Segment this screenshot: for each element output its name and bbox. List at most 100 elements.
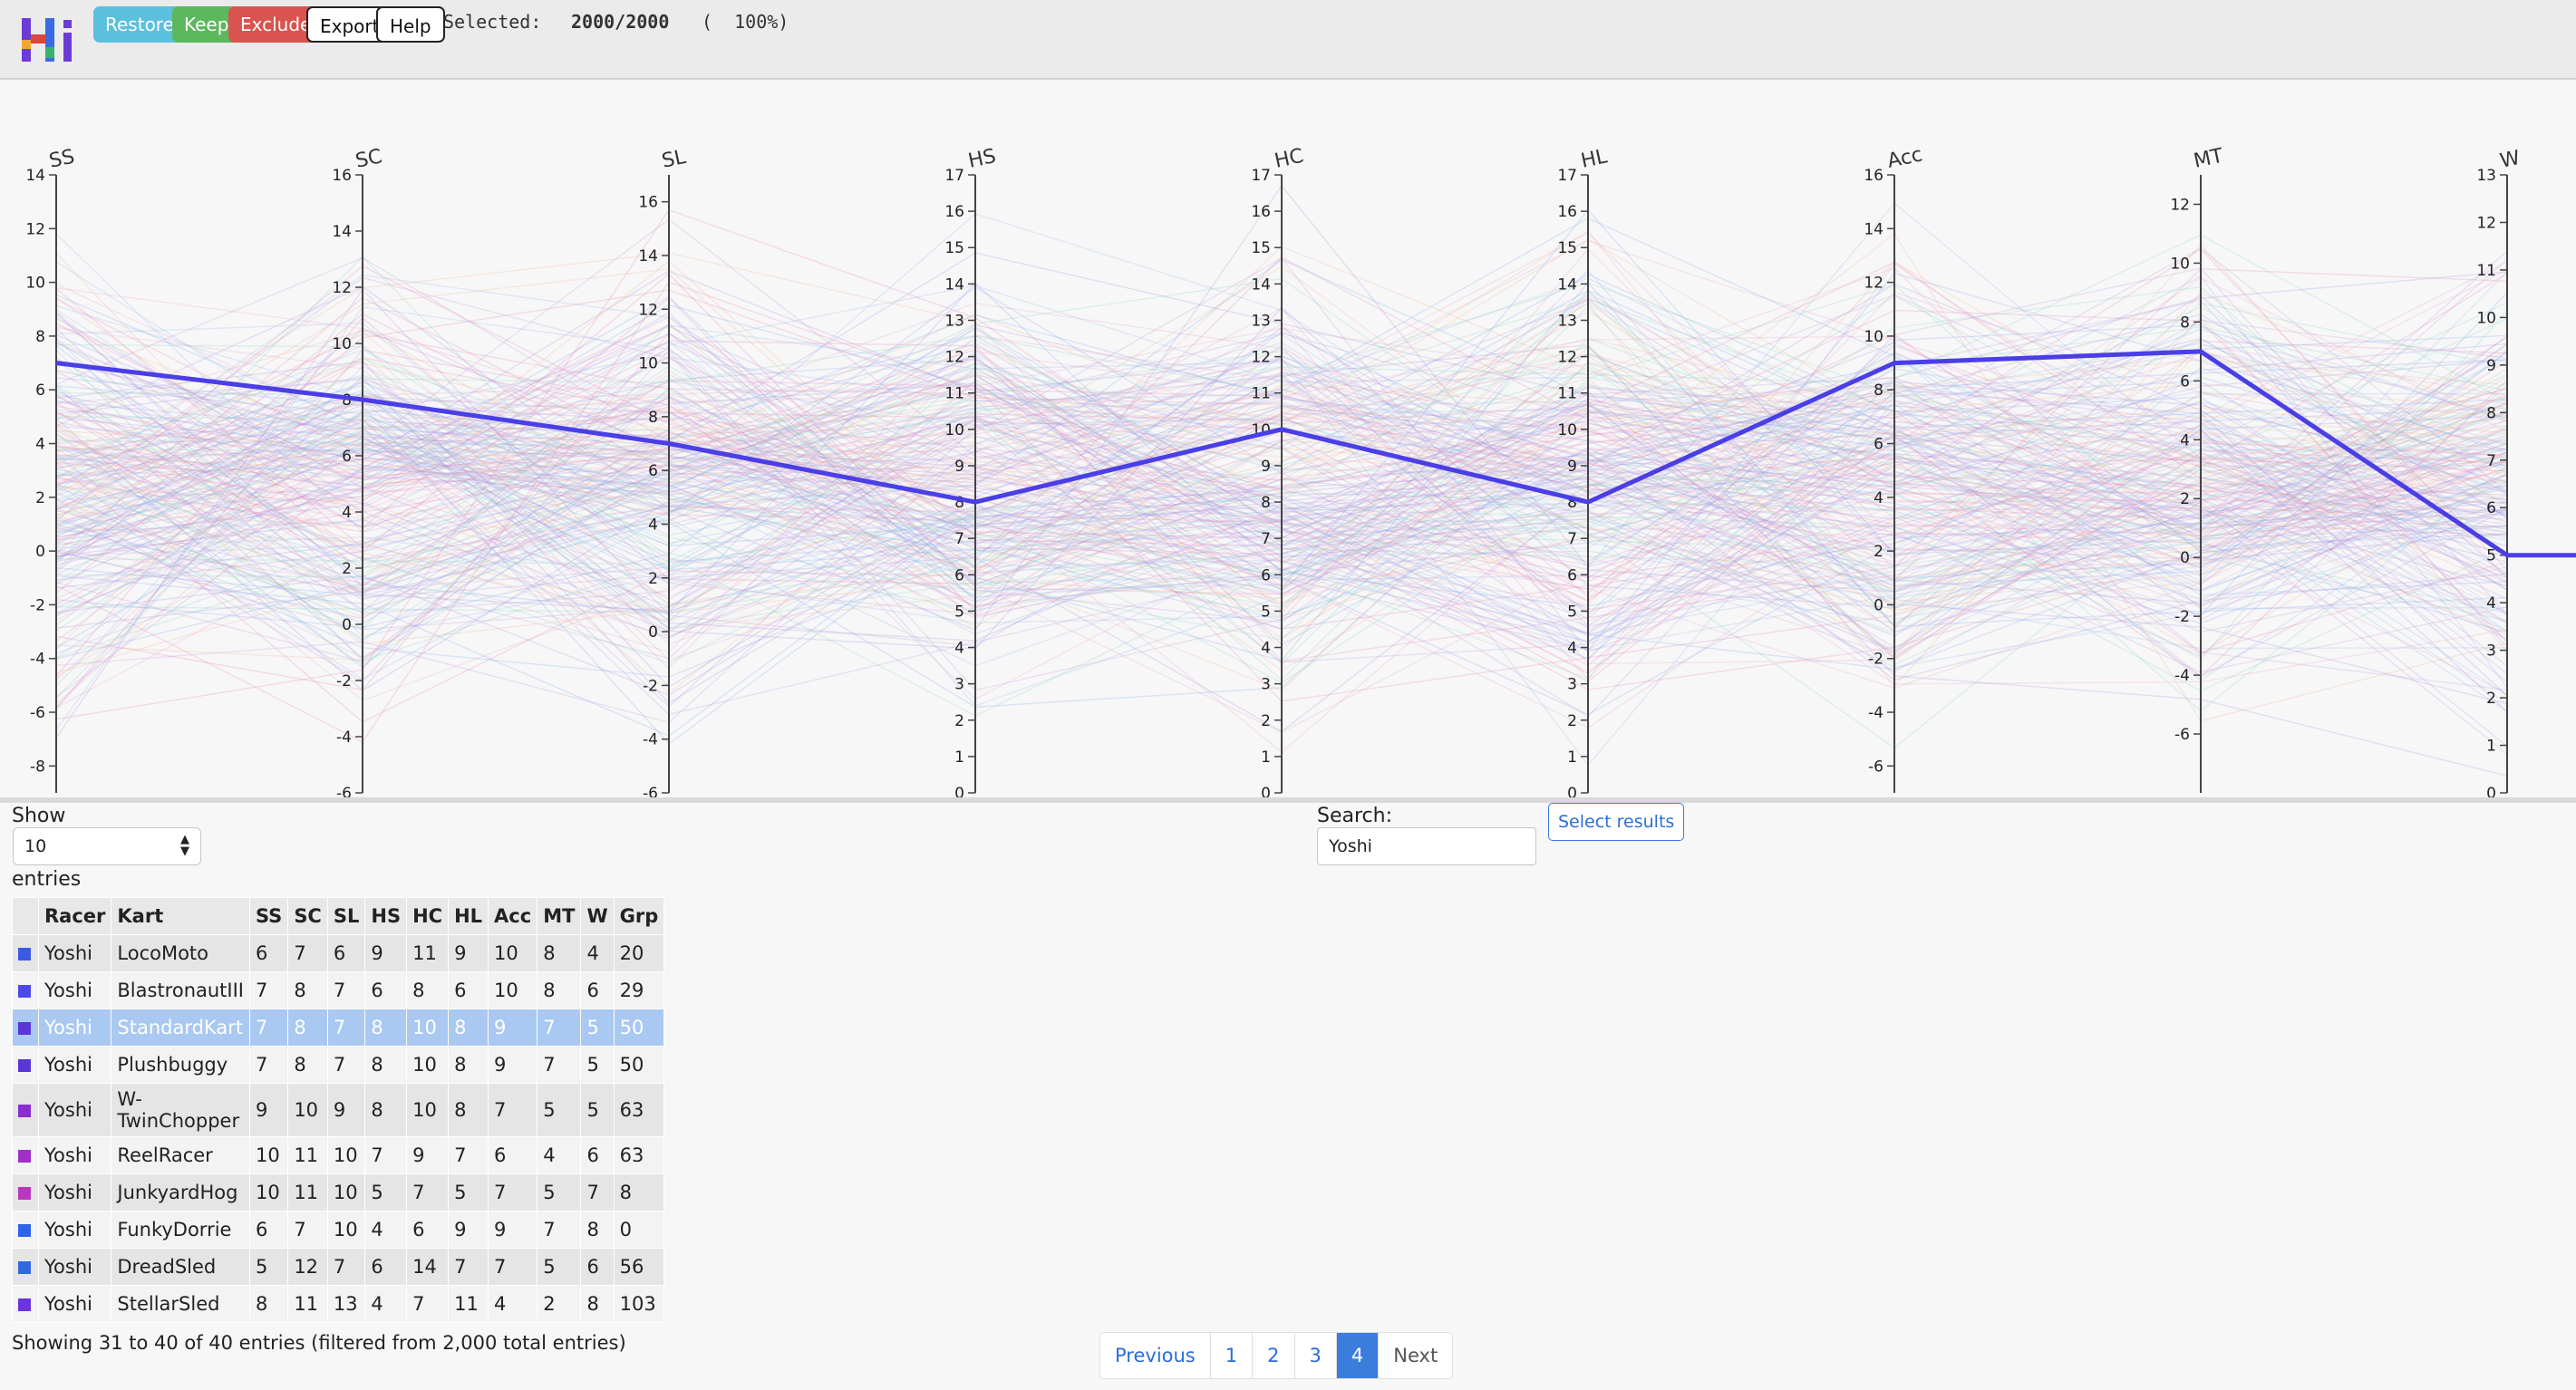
- column-header-hl[interactable]: HL: [448, 897, 489, 935]
- table-cell: W- TwinChopper: [111, 1083, 250, 1137]
- axis-label-hs[interactable]: HS: [966, 145, 998, 173]
- row-color-swatch: [12, 1083, 39, 1137]
- axis-tick-label: 8: [954, 494, 964, 512]
- table-cell: 13: [326, 1285, 366, 1323]
- axis-tick-label: 7: [1567, 530, 1577, 548]
- table-cell: 4: [364, 1285, 408, 1323]
- table-cell: 7: [448, 1248, 489, 1286]
- axis-tick-label: -4: [336, 729, 352, 747]
- column-header-w[interactable]: W: [580, 897, 615, 935]
- table-cell: 4: [364, 1211, 408, 1249]
- table-cell: 6: [364, 971, 408, 1009]
- axis-tick-label: 12: [638, 301, 658, 319]
- axis-tick-label: 12: [944, 349, 964, 367]
- table-row[interactable]: Yoshi BlastronautIII 7 8 7 6 8 6 10 8 6 29: [12, 971, 665, 1009]
- axis-tick-label: 3: [1567, 676, 1577, 694]
- column-header-hs[interactable]: HS: [364, 897, 408, 935]
- page-1-button[interactable]: 1: [1211, 1333, 1254, 1378]
- axis-tick-label: 8: [35, 328, 45, 346]
- axis-tick-label: 4: [2180, 431, 2190, 449]
- axis-label-acc[interactable]: Acc: [1885, 143, 1924, 173]
- axis-label-sc[interactable]: SC: [353, 145, 384, 173]
- color-swatch-icon: [18, 1059, 31, 1072]
- axis-tick-label: 2: [954, 712, 964, 730]
- next-page-button[interactable]: Next: [1393, 1345, 1438, 1366]
- table-row[interactable]: Yoshi JunkyardHog 10 11 10 5 7 5 7 5 7 8: [12, 1173, 665, 1211]
- page-size-select[interactable]: 10 ▲ ▼: [13, 827, 201, 865]
- axis-tick-label: 4: [1261, 640, 1271, 658]
- table-row[interactable]: Yoshi ReelRacer 10 11 10 7 9 7 6 4 6 63: [12, 1136, 665, 1174]
- table-row[interactable]: Yoshi FunkyDorrie 6 7 10 4 6 9 9 7 8 0: [12, 1211, 665, 1249]
- table-row[interactable]: Yoshi StandardKart 7 8 7 8 10 8 9 7 5 50: [12, 1009, 665, 1047]
- row-color-swatch: [12, 934, 39, 972]
- table-row[interactable]: Yoshi W- TwinChopper 9 10 9 8 10 8 7 5 5 63: [12, 1083, 665, 1137]
- axis-tick-label: 6: [35, 381, 45, 400]
- axis-tick-label: 2: [1261, 712, 1271, 730]
- axis-tick-label: 2: [648, 570, 658, 588]
- table-cell: 5: [580, 1046, 615, 1084]
- column-header-color[interactable]: [12, 897, 39, 935]
- color-swatch-icon: [18, 1261, 31, 1274]
- page-4-button[interactable]: 4: [1336, 1333, 1380, 1378]
- axis-label-sl[interactable]: SL: [660, 146, 689, 173]
- axis-tick-label: 6: [342, 448, 352, 466]
- axis-tick-label: 2: [35, 489, 45, 507]
- column-header-mt[interactable]: MT: [537, 897, 582, 935]
- column-header-acc[interactable]: Acc: [488, 897, 538, 935]
- table-cell: 9: [248, 1083, 289, 1137]
- axis-tick-label: 11: [944, 385, 964, 403]
- page-3-button[interactable]: 3: [1295, 1333, 1337, 1378]
- axis-label-mt[interactable]: MT: [2192, 145, 2225, 173]
- table-cell: 5: [364, 1173, 408, 1211]
- table-row[interactable]: Yoshi LocoMoto 6 7 6 9 11 9 10 8 4 20: [12, 934, 665, 972]
- search-input[interactable]: [1317, 827, 1536, 865]
- column-header-racer[interactable]: Racer: [37, 897, 112, 935]
- column-header-hc[interactable]: HC: [406, 897, 450, 935]
- column-header-kart[interactable]: Kart: [111, 897, 250, 935]
- axis-label-ss[interactable]: SS: [47, 146, 77, 173]
- highlighted-record-line[interactable]: [55, 349, 2576, 558]
- entries-label: entries: [12, 868, 82, 891]
- axis-tick-label: 3: [2486, 642, 2496, 661]
- table-cell: Yoshi: [37, 1285, 112, 1323]
- column-header-ss[interactable]: SS: [248, 897, 289, 935]
- axis-tick-label: 10: [2476, 309, 2496, 327]
- axis-label-w[interactable]: W: [2498, 147, 2523, 173]
- select-arrows-icon: ▲ ▼: [180, 833, 189, 858]
- axis-tick-label: 5: [1261, 603, 1271, 621]
- table-row[interactable]: Yoshi Plushbuggy 7 8 7 8 10 8 9 7 5 50: [12, 1046, 665, 1084]
- axis-tick-label: 11: [1557, 385, 1577, 403]
- table-cell: 5: [580, 1009, 615, 1047]
- axis-tick-label: -4: [30, 651, 45, 669]
- axis-label-hc[interactable]: HC: [1273, 145, 1305, 173]
- table-cell: 8: [287, 1009, 328, 1047]
- restore-button[interactable]: Restore: [93, 6, 186, 43]
- help-button[interactable]: Help: [376, 6, 445, 43]
- table-row[interactable]: Yoshi DreadSled 5 12 7 6 14 7 7 5 6 56: [12, 1248, 665, 1286]
- axis-tick-label: 12: [25, 220, 45, 238]
- parallel-coordinates-svg[interactable]: -8-6-4-202468101214SS-6-4-20246810121416…: [0, 80, 2576, 803]
- column-header-grp[interactable]: Grp: [613, 897, 665, 935]
- column-header-sc[interactable]: SC: [287, 897, 328, 935]
- page-2-button[interactable]: 2: [1253, 1333, 1295, 1378]
- previous-page-button[interactable]: Previous: [1100, 1333, 1211, 1378]
- table-row[interactable]: Yoshi StellarSled 8 11 13 4 7 11 4 2 8 103: [12, 1285, 665, 1323]
- plot-resize-handle[interactable]: [0, 797, 2576, 803]
- table-cell: 6: [406, 1211, 450, 1249]
- table-cell: 7: [326, 1009, 366, 1047]
- axis-label-hl[interactable]: HL: [1579, 145, 1610, 173]
- axis-tick-label: 0: [1567, 785, 1577, 797]
- parallel-coordinates-plot[interactable]: -8 -6 -4 -2 0 2 4 6 8 10 12 14 SS -6 -4 -2 0 2 4 6 8 10 12 14 16…: [0, 80, 2576, 803]
- table-cell: StellarSled: [111, 1285, 250, 1323]
- select-results-button[interactable]: Select results: [1548, 803, 1685, 841]
- column-header-sl[interactable]: SL: [326, 897, 366, 935]
- axis-tick-label: 9: [1261, 458, 1271, 476]
- table-cell: JunkyardHog: [111, 1173, 250, 1211]
- table-cell: 7: [406, 1285, 450, 1323]
